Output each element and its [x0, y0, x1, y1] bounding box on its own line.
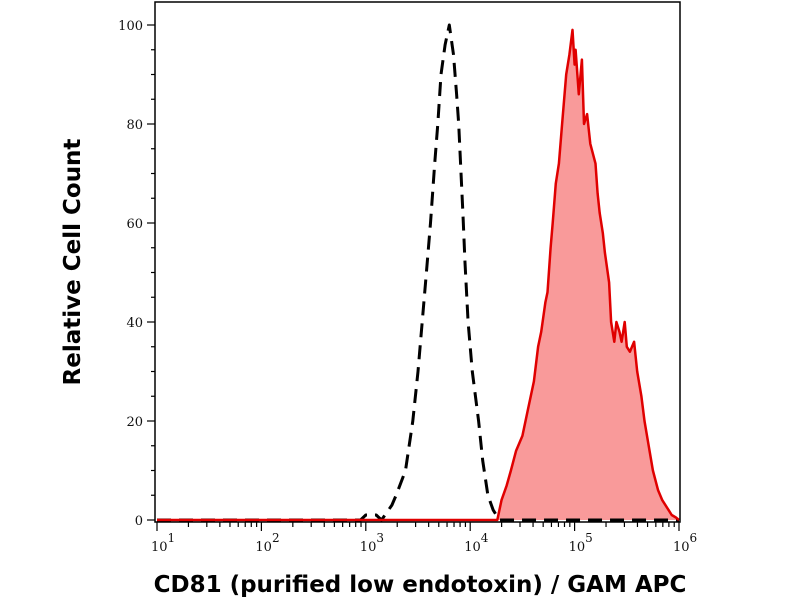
y-axis: 0 20 40 60 80 100	[118, 19, 155, 529]
x-tick-base: 10	[673, 540, 690, 555]
series-lines	[157, 23, 680, 522]
x-tick-exponent: 4	[481, 531, 489, 545]
x-tick-base: 10	[255, 540, 272, 555]
y-tick-label: 40	[126, 316, 143, 331]
y-tick-label: 20	[126, 415, 143, 430]
x-axis-title: CD81 (purified low endotoxin) / GAM APC	[154, 572, 687, 598]
x-tick-label: 103	[360, 531, 384, 555]
x-tick-label: 101	[151, 531, 175, 555]
x-tick-base: 10	[360, 540, 377, 555]
x-tick-label: 104	[464, 531, 489, 555]
x-tick-exponent: 1	[168, 531, 176, 545]
series-line-1	[157, 28, 680, 522]
series-fill-1	[157, 29, 679, 521]
x-tick-exponent: 2	[272, 531, 280, 545]
y-tick-label: 100	[118, 19, 143, 34]
x-tick-base: 10	[569, 540, 586, 555]
series-line-0	[157, 23, 679, 522]
x-tick-label: 106	[673, 531, 697, 555]
x-tick-exponent: 5	[585, 531, 593, 545]
x-tick-exponent: 3	[376, 531, 384, 545]
plot-frame	[154, 1, 681, 523]
y-tick-label: 60	[126, 217, 143, 232]
x-tick-base: 10	[464, 540, 481, 555]
x-tick-base: 10	[151, 540, 168, 555]
y-tick-label: 80	[126, 118, 143, 133]
x-tick-label: 105	[569, 531, 593, 555]
x-tick-label: 102	[255, 531, 279, 555]
series-fills	[157, 29, 679, 521]
x-tick-exponent: 6	[690, 531, 698, 545]
y-tick-label: 0	[135, 514, 143, 529]
y-axis-title: Relative Cell Count	[60, 139, 86, 386]
